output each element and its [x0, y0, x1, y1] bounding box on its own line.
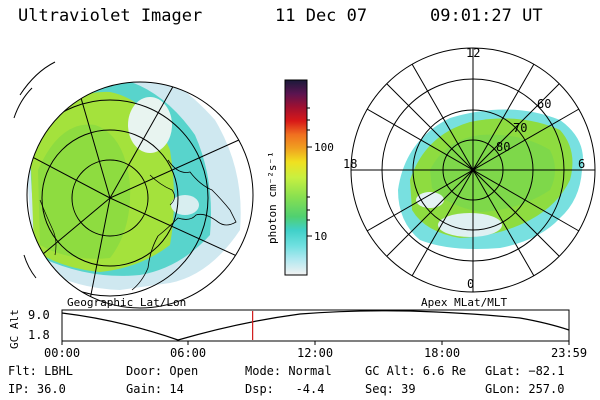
colorbar-tick-100: 100 [314, 141, 334, 154]
info-mode: Mode: Normal [245, 364, 332, 378]
time-tick-2359: 23:59 [551, 346, 588, 360]
colorbar-tick-10: 10 [314, 230, 328, 243]
info-glat: GLat: −82.1 [485, 364, 565, 378]
info-glon: GLon: 257.0 [485, 382, 565, 396]
info-gain: Gain: 14 [126, 382, 184, 396]
polar-map [350, 47, 596, 293]
info-flt: Flt: LBHL [8, 364, 74, 378]
left-emission-green-2 [38, 124, 131, 259]
colorbar-scale [284, 79, 308, 276]
instrument-title: Ultraviolet Imager [18, 6, 203, 26]
altitude-curve [61, 310, 570, 341]
altitude-axis-label: GC Alt [8, 309, 21, 349]
left-emission-hole [128, 97, 172, 153]
geographic-caption: Geographic Lat/Lon [67, 296, 187, 309]
altitude-plot-frame [61, 309, 570, 342]
right-emission-green-2 [430, 134, 555, 212]
time-tick-1200: 12:00 [297, 346, 334, 360]
mlt-label-0: 0 [467, 277, 475, 291]
right-emission-hole [438, 213, 502, 237]
lat-label-70: 70 [513, 121, 528, 135]
mlt-label-12: 12 [466, 46, 481, 60]
time-label: 09:01:27 UT [430, 6, 543, 26]
colorbar-ticks [307, 107, 312, 237]
info-dsp: Dsp: -4.4 [245, 382, 325, 396]
geographic-map [27, 82, 253, 308]
colorbar-unit-label: photon cm⁻²s⁻¹ [266, 151, 279, 244]
apex-caption: Apex MLat/MLT [421, 296, 508, 309]
info-ip: IP: 36.0 [8, 382, 66, 396]
time-tick-1800: 18:00 [424, 346, 461, 360]
time-tick-0600: 06:00 [170, 346, 207, 360]
info-seq: Seq: 39 [365, 382, 416, 396]
mlt-label-6: 6 [578, 157, 586, 171]
time-tick-0000: 00:00 [44, 346, 81, 360]
info-gc-alt: GC Alt: 6.6 Re [365, 364, 467, 378]
altitude-max-label: 9.0 [28, 308, 50, 322]
altitude-x-ticks [61, 341, 570, 345]
coastline [131, 159, 237, 291]
date-label: 11 Dec 07 [275, 6, 368, 26]
lat-label-80: 80 [496, 140, 511, 154]
altitude-min-label: 1.8 [28, 328, 50, 342]
info-door: Door: Open [126, 364, 199, 378]
mlt-label-18: 18 [343, 157, 358, 171]
lat-label-60: 60 [537, 97, 552, 111]
